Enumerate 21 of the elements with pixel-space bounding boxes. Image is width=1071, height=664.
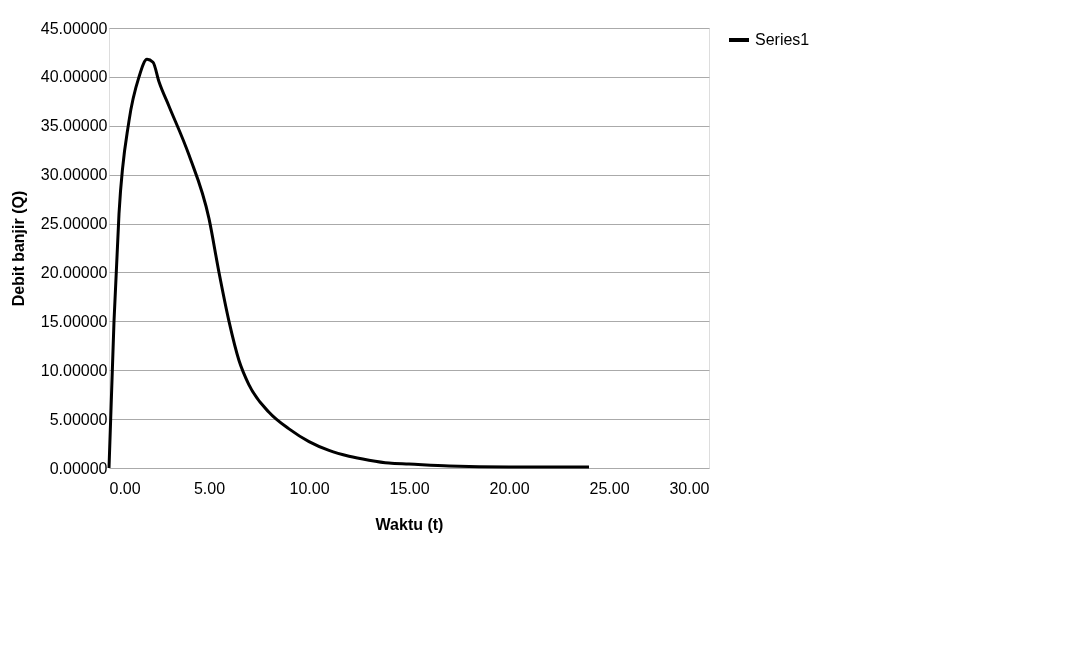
x-tick-label: 5.00 bbox=[193, 479, 226, 497]
y-tick-label: 20.00000 bbox=[40, 263, 108, 281]
y-tick-label: 25.00000 bbox=[40, 215, 108, 233]
x-tick-label: 30.00 bbox=[669, 479, 710, 497]
y-tick-label: 15.00000 bbox=[40, 312, 108, 330]
y-tick-label: 10.00000 bbox=[40, 361, 108, 379]
x-tick-label: 0.00 bbox=[109, 479, 141, 497]
x-tick-label: 25.00 bbox=[589, 479, 630, 497]
y-tick-label: 30.00000 bbox=[40, 166, 108, 184]
y-tick-label: 40.00000 bbox=[40, 68, 108, 86]
y-axis-title: Debit banjir (Q) bbox=[9, 190, 27, 307]
x-axis-title: Waktu (t) bbox=[375, 515, 444, 533]
y-tick-label: 0.00000 bbox=[49, 459, 108, 477]
y-tick-label: 45.00000 bbox=[40, 19, 108, 37]
legend-label: Series1 bbox=[755, 31, 810, 48]
x-tick-label: 15.00 bbox=[389, 479, 430, 497]
x-tick-label: 20.00 bbox=[489, 479, 530, 497]
y-tick-label: 35.00000 bbox=[40, 117, 108, 135]
line-series bbox=[107, 57, 591, 470]
y-tick-label: 5.00000 bbox=[49, 410, 108, 428]
x-tick-label: 10.00 bbox=[289, 479, 330, 497]
